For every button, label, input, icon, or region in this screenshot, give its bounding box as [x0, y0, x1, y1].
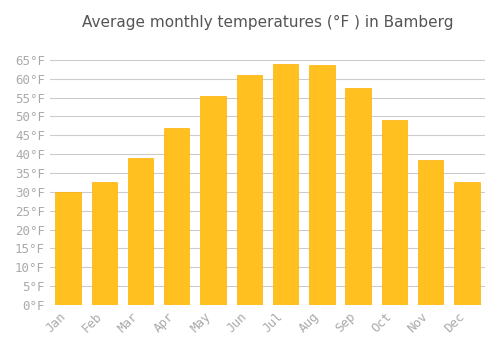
Bar — [382, 120, 407, 305]
Bar — [92, 182, 117, 305]
Bar — [273, 64, 298, 305]
Bar — [236, 75, 262, 305]
Bar — [128, 158, 153, 305]
Bar — [454, 182, 479, 305]
Bar — [56, 192, 80, 305]
Bar — [309, 65, 334, 305]
Bar — [418, 160, 444, 305]
Bar — [346, 88, 371, 305]
Bar — [200, 96, 226, 305]
Bar — [164, 128, 190, 305]
Title: Average monthly temperatures (°F ) in Bamberg: Average monthly temperatures (°F ) in Ba… — [82, 15, 453, 30]
